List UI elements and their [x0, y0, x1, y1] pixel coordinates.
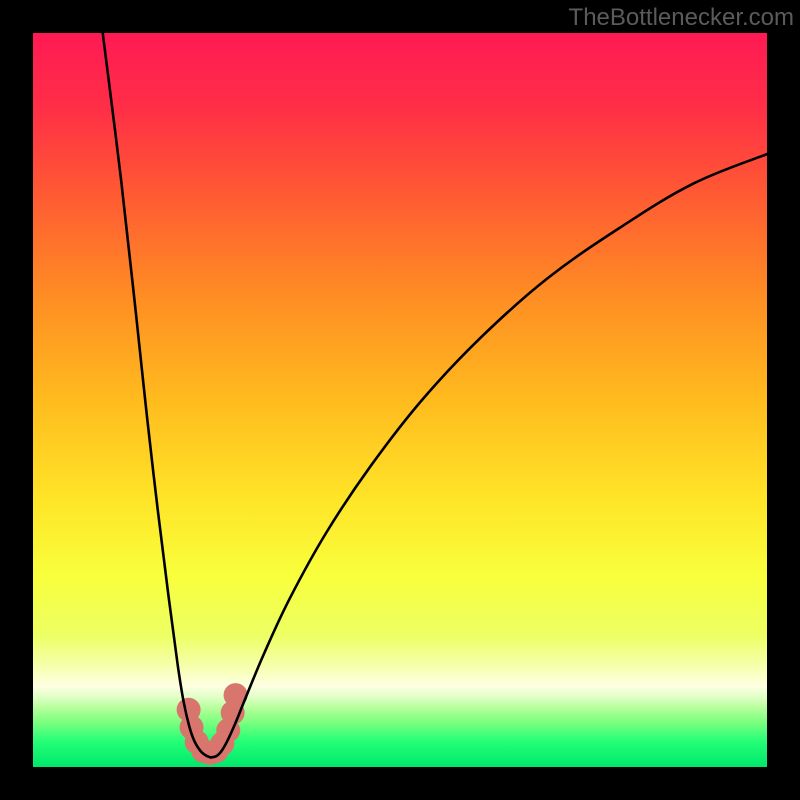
plot-background — [33, 33, 767, 767]
chart-svg — [0, 0, 800, 800]
chart-stage: { "watermark": { "text": "TheBottlenecke… — [0, 0, 800, 800]
watermark-text: TheBottlenecker.com — [569, 4, 794, 32]
